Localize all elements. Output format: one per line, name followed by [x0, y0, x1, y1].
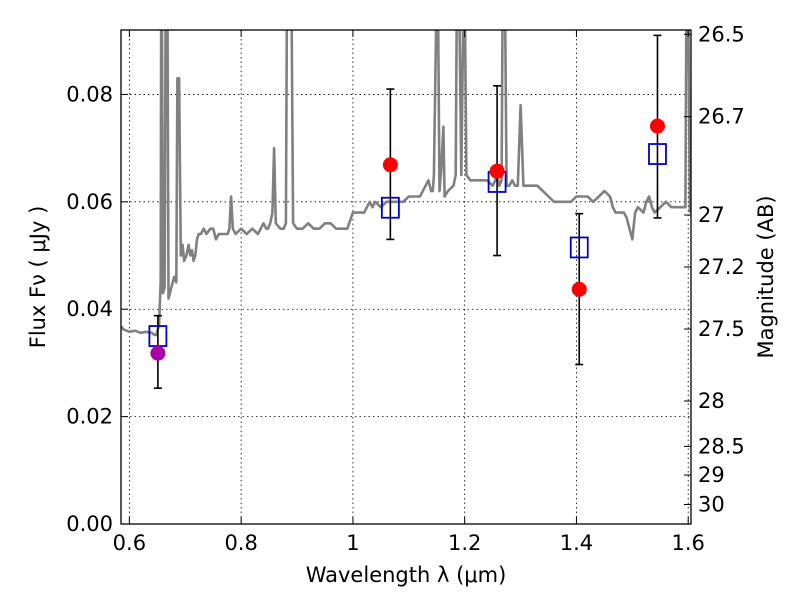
- y2-tick-label: 27: [698, 203, 725, 227]
- y-tick-label: 0.08: [66, 82, 113, 106]
- y-tick-label: 0.02: [66, 405, 113, 429]
- y-tick-label: 0.06: [66, 190, 113, 214]
- x-tick-label: 0.6: [113, 531, 146, 555]
- circle-marker: [150, 345, 166, 361]
- square-marker: [648, 143, 667, 165]
- y2-tick-label: 26.7: [698, 105, 745, 129]
- y2-axis-label: Magnitude (AB): [754, 195, 778, 358]
- x-tick-label: 0.8: [224, 531, 257, 555]
- circle-marker: [489, 163, 505, 179]
- y-axis-ticks: 0.00 0.02 0.04 0.06 0.08: [66, 82, 128, 536]
- y2-tick-label: 27.5: [698, 317, 745, 341]
- x-tick-label: 1.2: [448, 531, 481, 555]
- circle-marker: [382, 157, 398, 173]
- circle-marker: [571, 281, 587, 297]
- square-marker: [380, 196, 400, 219]
- y2-tick-label: 26.5: [698, 22, 745, 46]
- square-marker: [569, 236, 589, 259]
- x-tick-label: 1.6: [672, 531, 705, 555]
- x-axis-label: Wavelength λ (μm): [306, 563, 507, 587]
- y-tick-label: 0.00: [66, 512, 113, 536]
- x-tick-label: 1.4: [560, 531, 593, 555]
- spectrum-line: [121, 30, 691, 337]
- plot-frame: [120, 29, 692, 525]
- y-tick-label: 0.04: [66, 297, 113, 321]
- marker-layer: [148, 34, 667, 389]
- y2-tick-label: 27.2: [698, 255, 745, 279]
- x-axis-ticks: 0.6 0.8 1 1.2 1.4 1.6: [113, 30, 705, 555]
- y2-tick-label: 29: [698, 463, 725, 487]
- y2-tick-label: 28.5: [698, 434, 745, 458]
- spectrum-layer: [121, 30, 691, 337]
- y2-tick-label: 30: [698, 493, 725, 517]
- y-axis-label: Flux Fν ( μJy ): [26, 206, 50, 349]
- grid: [121, 30, 691, 525]
- circle-marker: [649, 118, 665, 134]
- y2-tick-label: 28: [698, 389, 725, 413]
- y2-axis-ticks: 26.5 26.7 27 27.2 27.5 28 28.5 29 30: [684, 22, 745, 517]
- x-tick-label: 1: [346, 531, 359, 555]
